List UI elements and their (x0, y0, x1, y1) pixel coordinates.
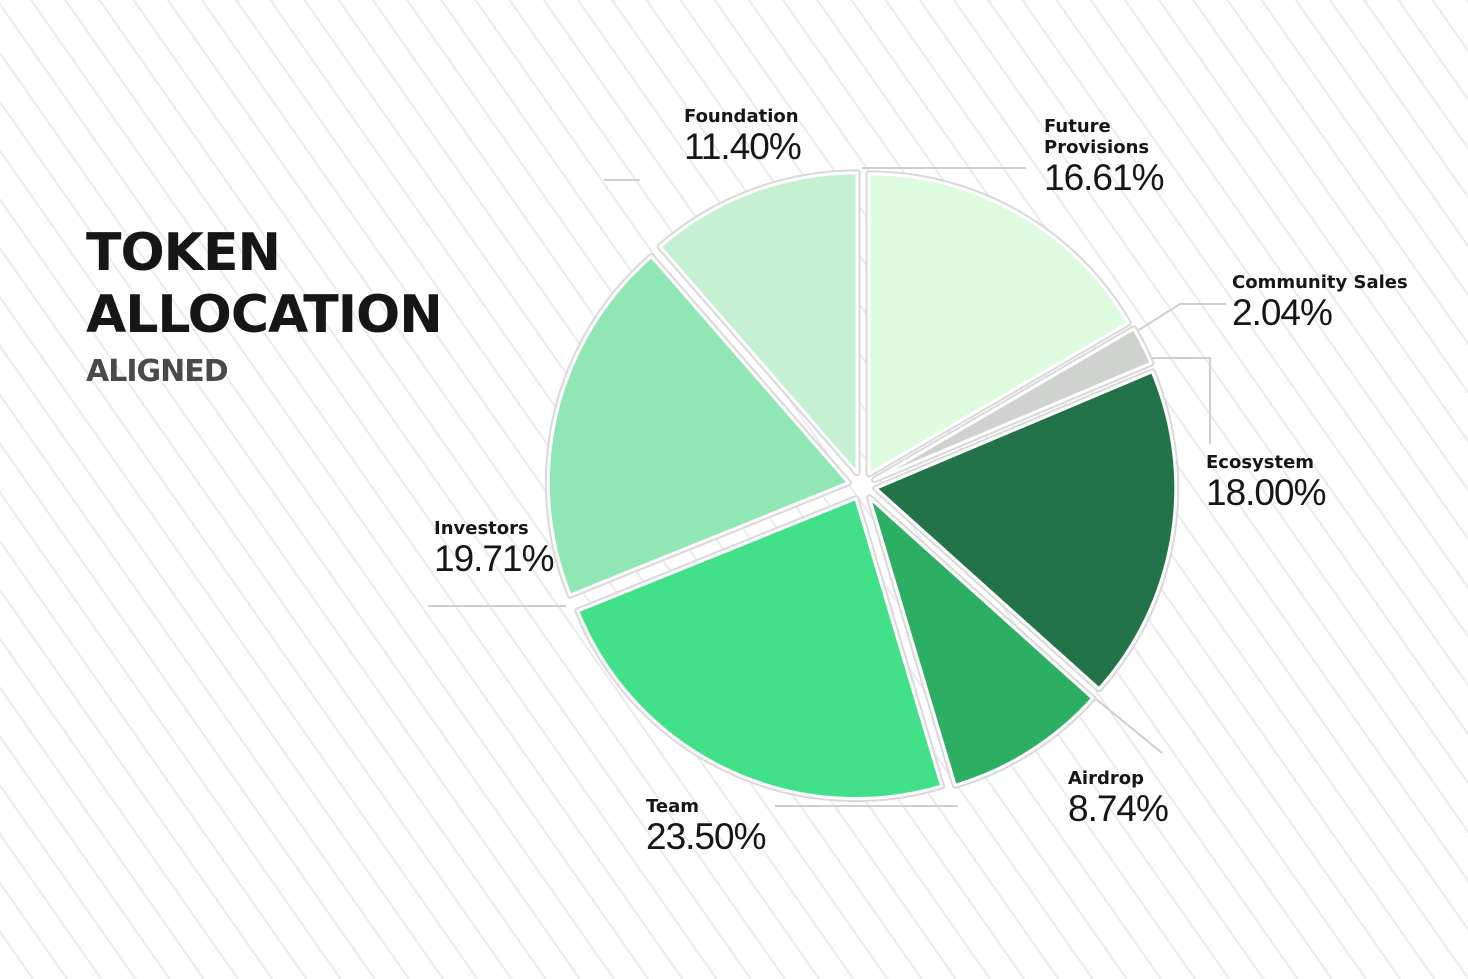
slice-name-team: Team (646, 796, 699, 817)
chart-title-line-1: TOKEN (86, 223, 281, 283)
slice-value-investors: 19.71% (434, 538, 554, 579)
pie-slices (544, 169, 1180, 803)
brand-subtitle: ALIGNED (86, 354, 229, 389)
label-community-sales: Community Sales 2.04% (1232, 272, 1408, 333)
label-team: Team 23.50% (646, 796, 766, 857)
slice-value-team: 23.50% (646, 816, 766, 857)
slice-community-sales (873, 327, 1153, 482)
slice-value-foundation: 11.40% (684, 126, 802, 167)
title-block: TOKEN ALLOCATION ALIGNED (86, 222, 443, 392)
slice-name-investors: Investors (434, 518, 529, 539)
slice-name-ecosystem: Ecosystem (1206, 452, 1315, 473)
label-ecosystem: Ecosystem 18.00% (1206, 452, 1326, 513)
slice-value-ecosystem: 18.00% (1206, 472, 1326, 513)
label-future-provisions: Future Provisions 16.61% (1044, 116, 1164, 198)
label-investors: Investors 19.71% (434, 518, 554, 579)
slice-team (576, 497, 944, 801)
slice-value-airdrop: 8.74% (1068, 788, 1169, 829)
slice-value-future-provisions: 16.61% (1044, 157, 1164, 198)
leader-line-ecosystem (1140, 357, 1211, 444)
label-airdrop: Airdrop 8.74% (1068, 768, 1169, 829)
slice-name-foundation: Foundation (684, 106, 799, 127)
slice-value-community-sales: 2.04% (1232, 292, 1333, 333)
slice-future-provisions (867, 172, 1130, 476)
slice-name-community-sales: Community Sales (1232, 272, 1408, 293)
slice-ecosystem (874, 370, 1178, 691)
chart-title-line-2: ALLOCATION (86, 285, 443, 345)
leader-line-airdrop (1084, 689, 1163, 754)
slice-airdrop (868, 496, 1095, 787)
label-foundation: Foundation 11.40% (684, 106, 802, 167)
slice-name-future-provisions: Future Provisions (1044, 116, 1150, 158)
slice-investors (546, 255, 850, 597)
slice-foundation (658, 171, 859, 475)
slice-name-airdrop: Airdrop (1068, 768, 1144, 789)
